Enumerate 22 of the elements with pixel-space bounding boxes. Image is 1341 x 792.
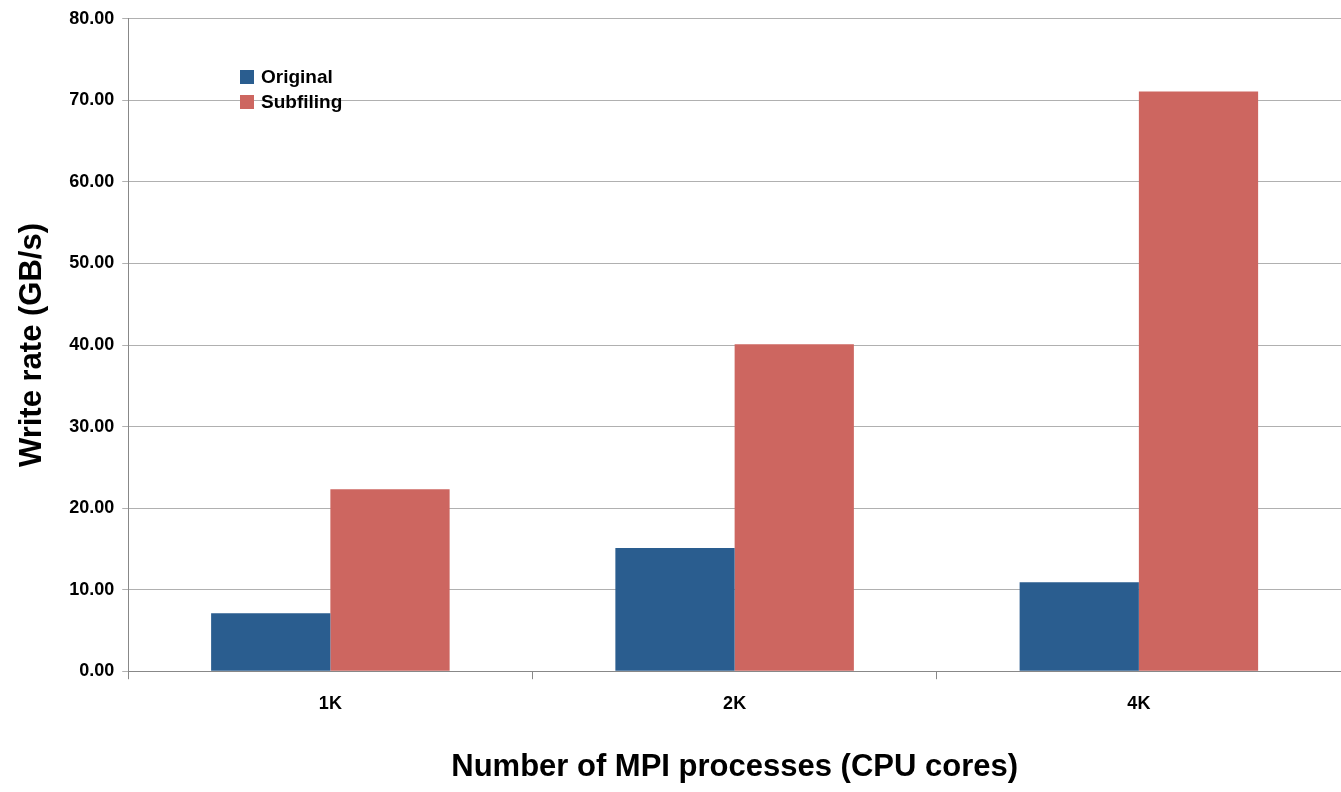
bar xyxy=(615,548,735,671)
bar xyxy=(1138,91,1259,671)
y-tick-label: 10.00 xyxy=(69,578,115,599)
y-tick-label: 50.00 xyxy=(69,252,115,273)
bar xyxy=(330,489,450,671)
y-tick-label: 30.00 xyxy=(69,415,115,436)
legend-label: Original xyxy=(261,65,333,88)
bar xyxy=(734,344,854,671)
y-tick-label: 20.00 xyxy=(69,497,115,518)
bar xyxy=(1019,582,1139,671)
x-axis-title: Number of MPI processes (CPU cores) xyxy=(451,747,1018,783)
y-axis-title: Write rate (GB/s) xyxy=(13,222,49,468)
y-tick-label: 40.00 xyxy=(69,333,115,354)
x-tick-label: 1K xyxy=(318,692,342,713)
legend-label: Subfiling xyxy=(261,90,343,113)
x-tick-label: 4K xyxy=(1127,692,1151,713)
y-tick-label: 0.00 xyxy=(79,660,115,681)
y-tick-label: 70.00 xyxy=(69,89,115,110)
bar xyxy=(211,613,331,671)
y-tick-label: 60.00 xyxy=(69,170,115,191)
x-tick-label: 2K xyxy=(723,692,747,713)
y-tick-label: 80.00 xyxy=(69,7,115,28)
